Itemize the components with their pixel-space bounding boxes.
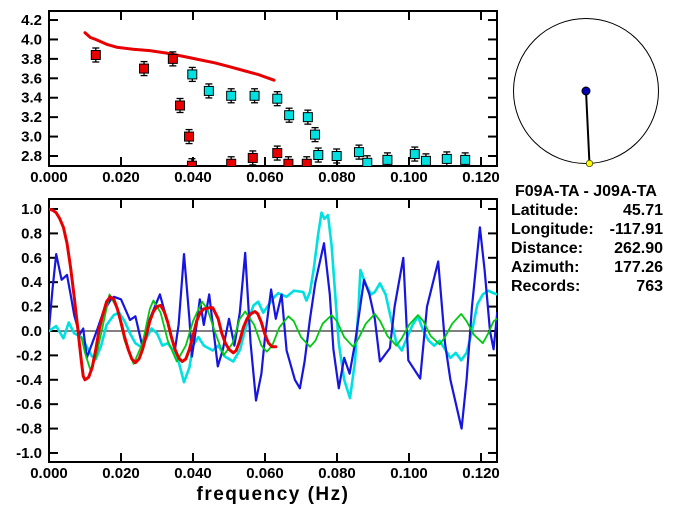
red-square-measurements-marker — [175, 100, 186, 111]
x-tick-label: 0.000 — [30, 465, 68, 482]
y-tick-label: 3.8 — [21, 51, 42, 68]
cyan-square-measurements-marker — [382, 154, 393, 165]
y-tick-label: 3.6 — [21, 70, 42, 87]
green-bessel-fit — [80, 293, 497, 371]
cyan-square-measurements-marker — [272, 93, 283, 104]
cyan-square-measurements-marker — [284, 110, 295, 121]
y-tick-label: 0.0 — [21, 323, 42, 340]
y-tick-label: 3.4 — [21, 90, 43, 107]
cyan-square-measurements-marker — [249, 90, 260, 101]
x-tick-label: 0.000 — [30, 169, 68, 186]
cyan-square-measurements-marker — [313, 150, 324, 161]
y-tick-label: 3.0 — [21, 129, 42, 146]
station-longitude-row: Longitude: -117.91 — [511, 220, 663, 239]
azimuth-label: Azimuth: — [511, 259, 580, 276]
series-layer — [83, 31, 471, 166]
station-azimuth-dot — [585, 159, 594, 168]
x-tick-label: 0.040 — [174, 169, 212, 186]
y-tick-label: 4.2 — [21, 12, 42, 29]
records-label: Records: — [511, 278, 581, 295]
azimuth-indicator — [513, 18, 659, 168]
x-tick-label: 0.060 — [246, 465, 284, 482]
x-tick-label: 0.080 — [318, 169, 356, 186]
cyan-square-measurements-marker — [187, 69, 198, 80]
y-tick-label: -0.6 — [16, 396, 42, 413]
plot-frame — [48, 10, 498, 167]
station-latitude-row: Latitude: 45.71 — [511, 201, 663, 220]
y-tick-label: 3.2 — [21, 109, 42, 126]
red-square-measurements-marker — [139, 63, 150, 74]
x-tick-label: 0.060 — [246, 169, 284, 186]
x-tick-label: 0.080 — [318, 465, 356, 482]
station-azimuth-row: Azimuth: 177.26 — [511, 258, 663, 277]
station-records-row: Records: 763 — [511, 277, 663, 296]
cyan-square-measurements-marker — [353, 147, 364, 158]
y-tick-label: 0.2 — [21, 299, 42, 316]
x-tick-label: 0.100 — [390, 465, 428, 482]
red-square-measurements-marker — [226, 158, 237, 166]
cyan-square-measurements-marker — [302, 112, 313, 123]
station-center-dot — [581, 86, 591, 96]
x-tick-label: 0.120 — [462, 169, 500, 186]
x-tick-label: 0.040 — [174, 465, 212, 482]
cyan-square-measurements-marker — [460, 154, 471, 165]
y-tick-label: 2.8 — [21, 148, 42, 165]
series-layer — [49, 207, 497, 430]
longitude-value: -117.91 — [609, 221, 663, 238]
azimuth-line — [585, 90, 591, 164]
dispersion-chart: 0.000 0.020 0.040 0.060 0.080 0.100 0.120 2.8 3.… — [21, 10, 500, 186]
y-tick-label: -1.0 — [16, 445, 42, 462]
longitude-label: Longitude: — [511, 221, 594, 238]
y-tick-label: -0.8 — [16, 421, 42, 438]
reference-dispersion-curve — [83, 31, 276, 82]
station-pair-title: F09A-TA - J09A-TA — [515, 183, 657, 200]
x-tick-label: 0.020 — [102, 169, 140, 186]
cyan-square-measurements-marker — [409, 149, 420, 160]
records-value: 763 — [636, 278, 663, 295]
cyan-square-measurements-marker — [310, 129, 321, 140]
latitude-label: Latitude: — [511, 202, 579, 219]
spectra-chart: 0.000 0.020 0.040 0.060 0.080 0.100 0.120 -1.0 -… — [16, 198, 500, 482]
red-square-measurements-marker — [272, 148, 283, 159]
cyan-square-measurements-marker — [420, 155, 431, 166]
cyan-square-measurements-marker — [362, 157, 373, 166]
cyan-square-measurements-marker — [331, 150, 342, 161]
y-tick-label: 0.4 — [21, 274, 43, 291]
cyan-square-measurements-marker — [441, 153, 452, 164]
x-tick-label: 0.100 — [390, 169, 428, 186]
cyan-square-measurements-marker — [226, 90, 237, 101]
red-square-measurements-marker — [186, 160, 197, 166]
red-square-measurements-marker — [301, 158, 312, 166]
distance-value: 262.90 — [614, 240, 663, 257]
cyan-square-measurements-marker — [203, 85, 214, 96]
azimuth-value: 177.26 — [614, 259, 663, 276]
y-tick-label: -0.4 — [16, 372, 43, 389]
red-square-measurements-marker — [247, 152, 258, 163]
y-tick-label: 1.0 — [21, 201, 42, 218]
red-square-measurements-marker — [184, 131, 195, 142]
frequency-axis-label: frequency (Hz) — [197, 484, 350, 505]
y-tick-label: 0.6 — [21, 250, 42, 267]
red-square-measurements-marker — [283, 158, 294, 166]
station-info-panel: F09A-TA - J09A-TA Latitude: 45.71 Longit… — [511, 182, 663, 296]
red-square-measurements-marker — [167, 53, 178, 64]
x-tick-label: 0.020 — [102, 465, 140, 482]
y-tick-label: 0.8 — [21, 225, 42, 242]
y-tick-label: -0.2 — [16, 347, 42, 364]
distance-label: Distance: — [511, 240, 584, 257]
red-square-measurements-marker — [90, 49, 101, 60]
y-tick-label: 4.0 — [21, 31, 42, 48]
latitude-value: 45.71 — [622, 202, 663, 219]
x-tick-label: 0.120 — [462, 465, 500, 482]
blue-spectrum — [49, 226, 497, 430]
station-distance-row: Distance: 262.90 — [511, 239, 663, 258]
red-bessel-fit — [49, 207, 278, 382]
